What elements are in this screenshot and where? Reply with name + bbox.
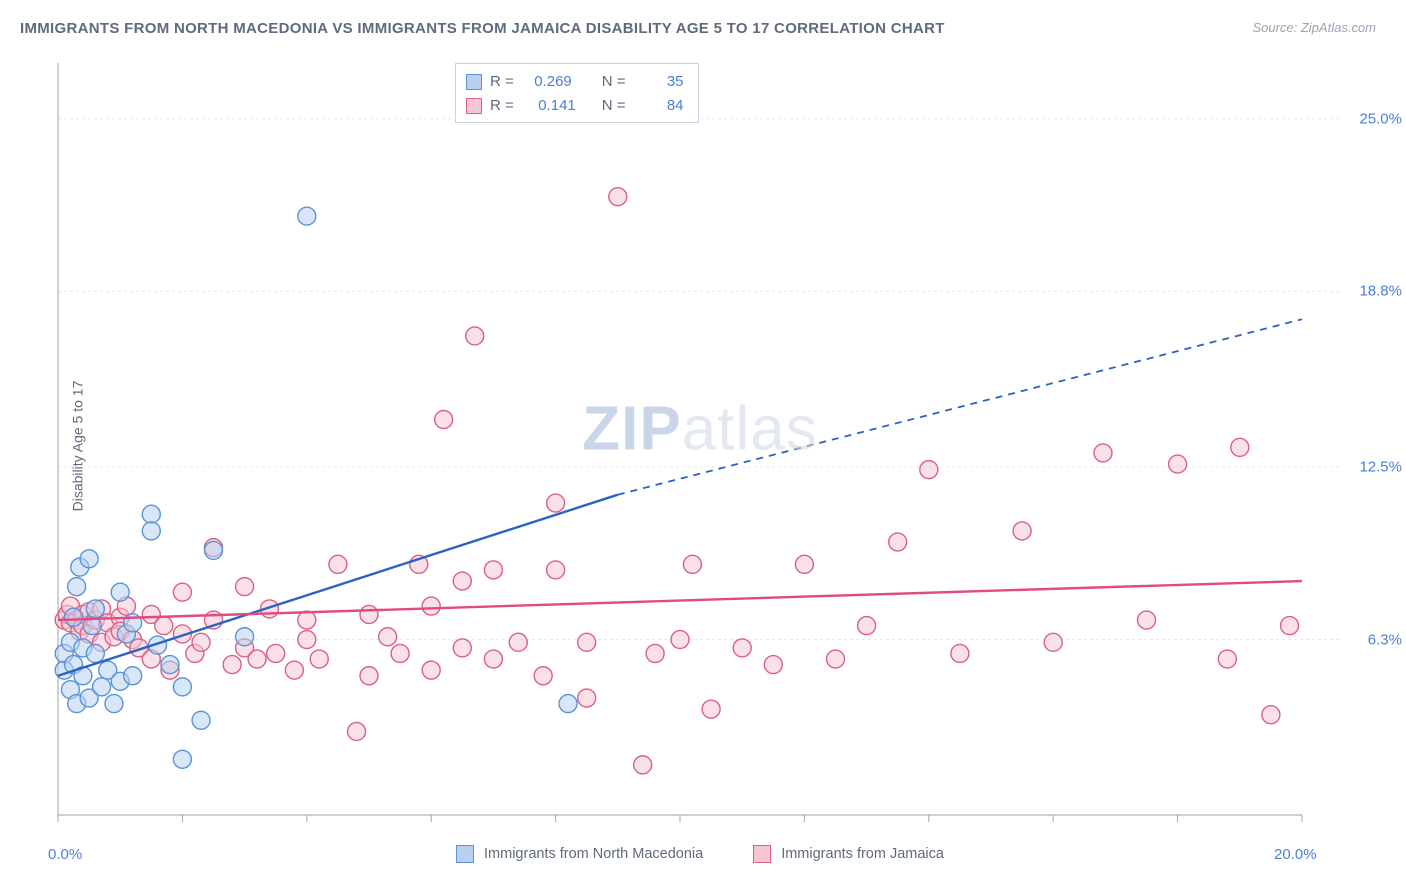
chart-svg bbox=[50, 55, 1350, 835]
swatch-series-1 bbox=[466, 98, 482, 114]
stat-r-value-1: 0.141 bbox=[522, 94, 576, 118]
y-tick-label: 6.3% bbox=[1368, 631, 1402, 648]
legend-label-1: Immigrants from Jamaica bbox=[781, 846, 944, 862]
legend-swatch-0 bbox=[456, 845, 474, 863]
chart-title: IMMIGRANTS FROM NORTH MACEDONIA VS IMMIG… bbox=[20, 20, 945, 37]
stat-n-value-1: 84 bbox=[634, 94, 684, 118]
chart-area: ZIPatlas R = 0.269 N = 35 R = 0.141 N = … bbox=[50, 55, 1350, 835]
stat-r-label: R = bbox=[490, 70, 514, 94]
stats-row-1: R = 0.269 N = 35 bbox=[466, 70, 684, 94]
legend-item-0: Immigrants from North Macedonia bbox=[456, 845, 703, 863]
stats-box: R = 0.269 N = 35 R = 0.141 N = 84 bbox=[455, 63, 699, 123]
stat-n-label: N = bbox=[602, 94, 626, 118]
stat-r-label: R = bbox=[490, 94, 514, 118]
legend-label-0: Immigrants from North Macedonia bbox=[484, 846, 703, 862]
y-tick-label: 18.8% bbox=[1359, 283, 1402, 300]
y-tick-label: 12.5% bbox=[1359, 458, 1402, 475]
stat-n-label: N = bbox=[602, 70, 626, 94]
bottom-legend: Immigrants from North Macedonia Immigran… bbox=[50, 845, 1350, 863]
source-label: Source: ZipAtlas.com bbox=[1252, 20, 1376, 35]
stat-n-value-0: 35 bbox=[634, 70, 684, 94]
swatch-series-0 bbox=[466, 74, 482, 90]
stats-row-2: R = 0.141 N = 84 bbox=[466, 94, 684, 118]
stat-r-value-0: 0.269 bbox=[522, 70, 572, 94]
legend-swatch-1 bbox=[753, 845, 771, 863]
legend-item-1: Immigrants from Jamaica bbox=[753, 845, 944, 863]
y-tick-label: 25.0% bbox=[1359, 110, 1402, 127]
